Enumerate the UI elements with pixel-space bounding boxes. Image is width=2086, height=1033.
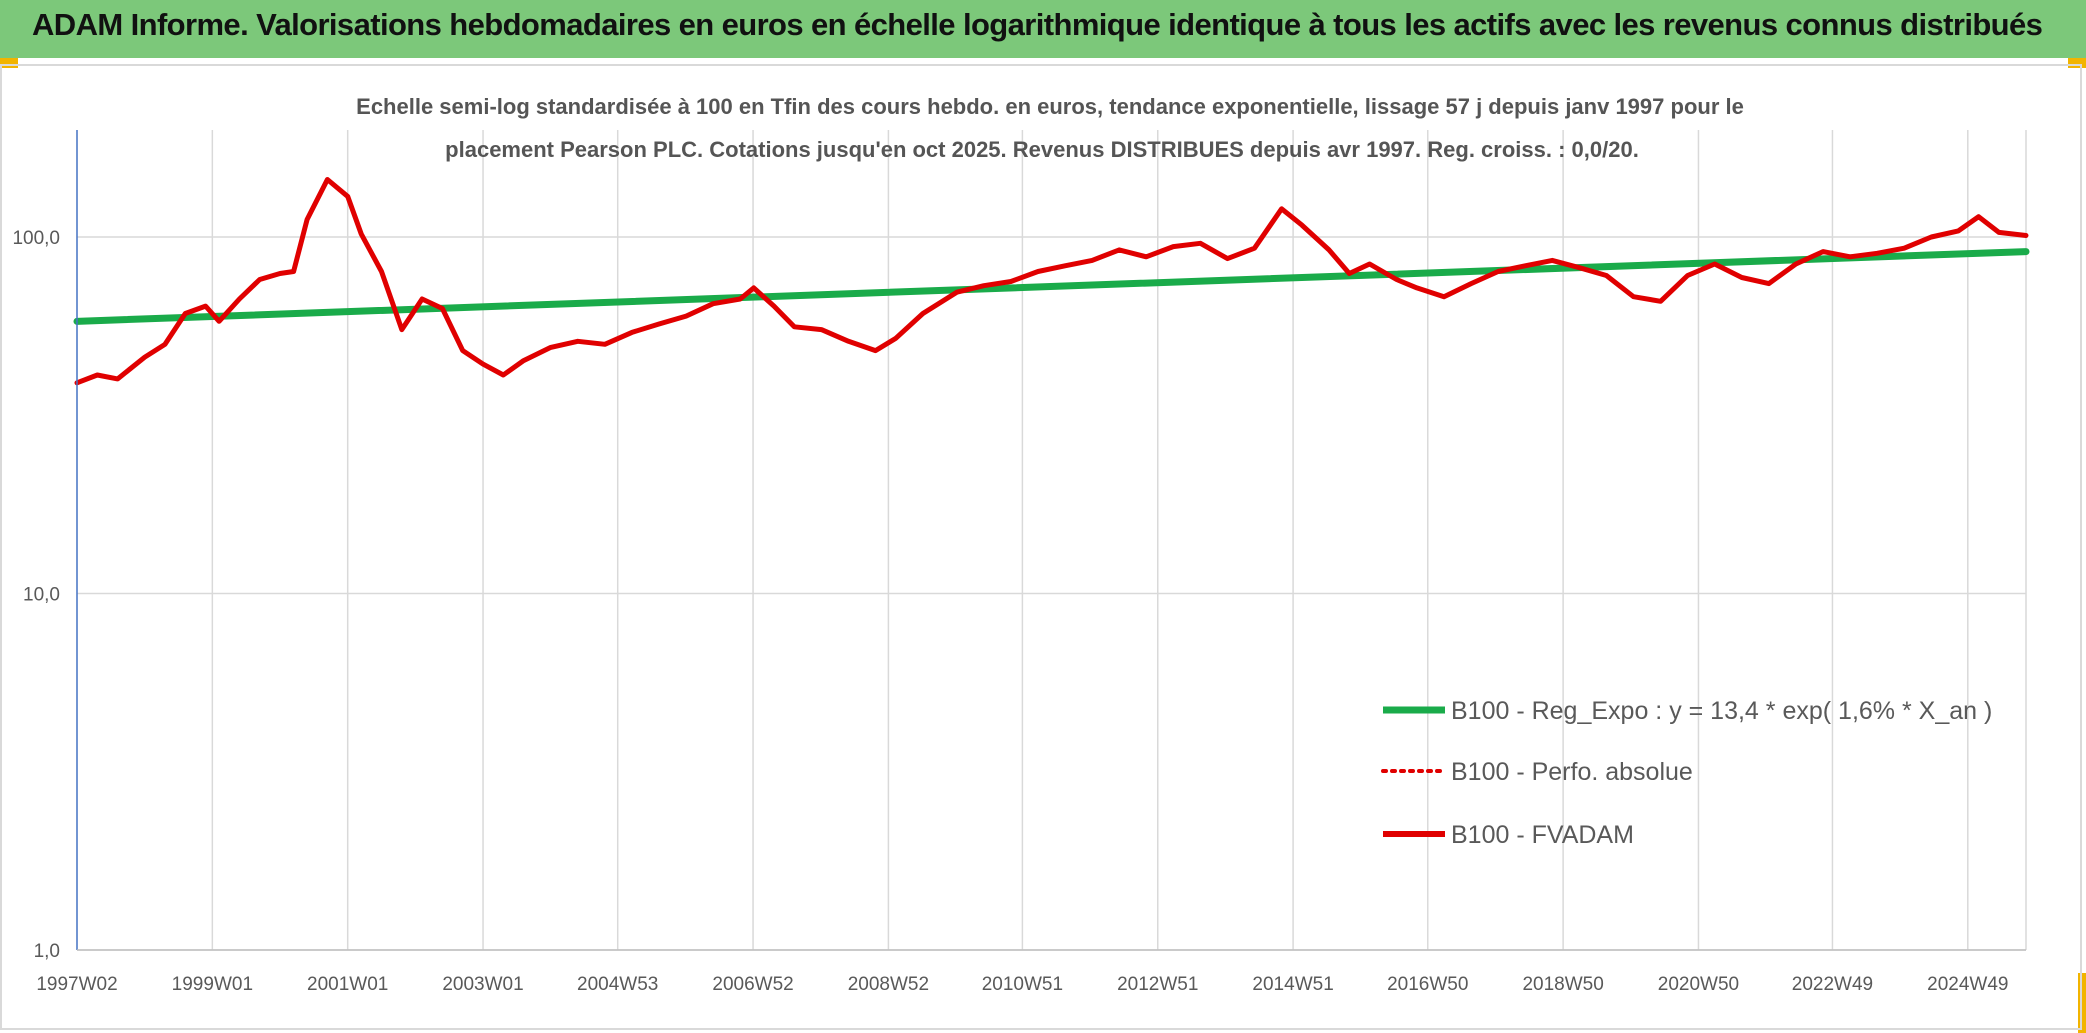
y-tick-label: 10,0 [23, 585, 60, 606]
x-tick-label: 2004W53 [577, 974, 658, 995]
report-banner: ADAM Informe. Valorisations hebdomadaire… [0, 0, 2086, 58]
chart-frame [0, 64, 2082, 1030]
x-tick-label: 2018W50 [1522, 974, 1603, 995]
chart-title-line-1: Echelle semi-log standardisée à 100 en T… [356, 94, 1744, 119]
x-tick-label: 2014W51 [1252, 974, 1333, 995]
y-tick-label: 1,0 [34, 941, 60, 962]
x-tick-label: 2010W51 [982, 974, 1063, 995]
x-tick-label: 2020W50 [1658, 974, 1739, 995]
chart-title-line-2: placement Pearson PLC. Cotations jusqu'e… [445, 137, 1639, 162]
corner-marker-bottom-right [2078, 973, 2086, 1033]
x-tick-label: 2016W50 [1387, 974, 1468, 995]
x-tick-label: 2001W01 [307, 974, 388, 995]
x-tick-label: 1997W02 [36, 974, 117, 995]
x-tick-label: 2022W49 [1792, 974, 1873, 995]
x-tick-label: 2024W49 [1927, 974, 2008, 995]
x-tick-label: 1999W01 [172, 974, 253, 995]
legend-perfo-absolue-label: B100 - Perfo. absolue [1451, 758, 1693, 786]
x-tick-label: 2006W52 [712, 974, 793, 995]
corner-marker-right [2068, 58, 2086, 68]
series-reg-expo-line [73, 248, 2030, 325]
x-tick-label: 2003W01 [442, 974, 523, 995]
report-title: ADAM Informe. Valorisations hebdomadaire… [32, 7, 2043, 42]
x-tick-label: 2008W52 [848, 974, 929, 995]
x-tick-label: 2012W51 [1117, 974, 1198, 995]
legend-fvadam-label: B100 - FVADAM [1451, 821, 1634, 849]
series-fvadam-line [74, 177, 2029, 386]
corner-marker-left [0, 58, 18, 68]
legend-reg-expo-label: B100 - Reg_Expo : y = 13,4 * exp( 1,6% *… [1451, 697, 1992, 725]
y-tick-label: 100,0 [12, 228, 60, 249]
